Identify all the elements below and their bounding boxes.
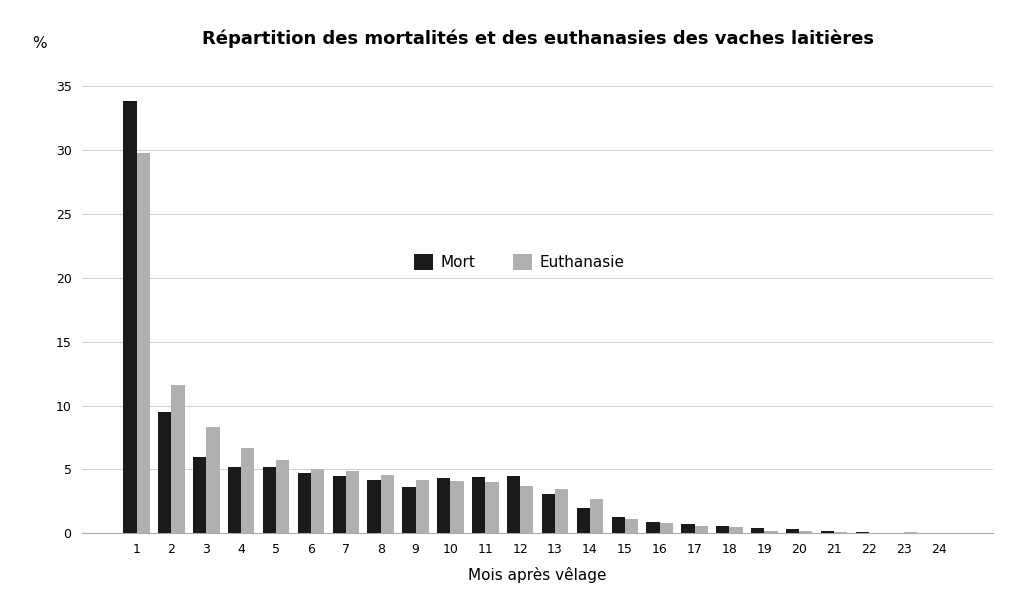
X-axis label: Mois après vêlage: Mois après vêlage — [468, 567, 607, 583]
Bar — [437, 478, 451, 533]
Bar — [577, 508, 590, 533]
Bar — [785, 530, 799, 533]
Bar — [681, 524, 694, 533]
Bar — [159, 412, 171, 533]
Bar — [136, 153, 150, 533]
Bar — [416, 479, 429, 533]
Bar — [242, 448, 254, 533]
Bar — [729, 527, 742, 533]
Bar — [659, 523, 673, 533]
Bar — [821, 531, 834, 533]
Bar — [346, 471, 359, 533]
Bar — [716, 525, 729, 533]
Bar — [764, 531, 777, 533]
Bar — [402, 487, 416, 533]
Bar — [228, 467, 242, 533]
Bar — [625, 519, 638, 533]
Bar — [611, 517, 625, 533]
Bar — [507, 476, 520, 533]
Bar — [799, 531, 812, 533]
Bar — [542, 494, 555, 533]
Bar — [368, 479, 381, 533]
Bar — [485, 482, 499, 533]
Bar — [904, 532, 916, 533]
Text: %: % — [32, 36, 46, 51]
Legend: Mort, Euthanasie: Mort, Euthanasie — [409, 248, 631, 276]
Bar — [520, 486, 534, 533]
Bar — [333, 476, 346, 533]
Bar — [298, 473, 311, 533]
Bar — [856, 532, 869, 533]
Bar — [834, 532, 847, 533]
Title: Répartition des mortalités et des euthanasies des vaches laitières: Répartition des mortalités et des euthan… — [202, 30, 873, 48]
Bar — [171, 385, 184, 533]
Bar — [194, 457, 206, 533]
Bar — [694, 525, 708, 533]
Bar — [555, 488, 568, 533]
Bar — [206, 427, 219, 533]
Bar — [381, 474, 394, 533]
Bar — [590, 499, 603, 533]
Bar — [646, 522, 659, 533]
Bar — [123, 101, 136, 533]
Bar — [751, 528, 764, 533]
Bar — [311, 470, 325, 533]
Bar — [276, 461, 290, 533]
Bar — [451, 481, 464, 533]
Bar — [263, 467, 276, 533]
Bar — [472, 477, 485, 533]
